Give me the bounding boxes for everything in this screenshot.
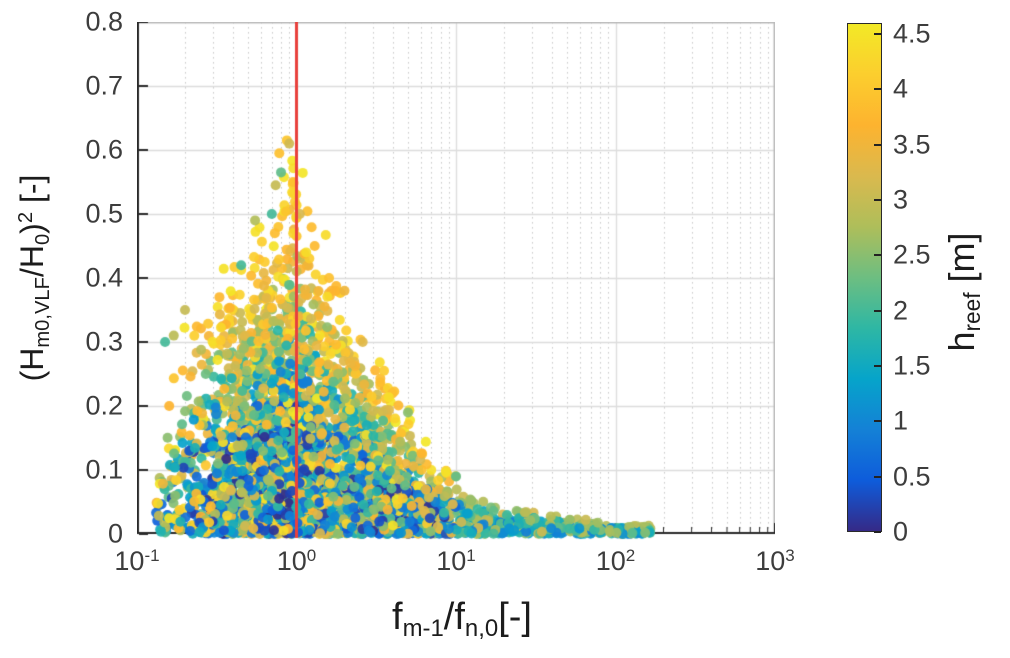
colorbar-tick-label: 0.5 <box>893 461 931 492</box>
x-axis-label: fm-1/fn,0[-] <box>392 596 532 642</box>
y-tick-label: 0 <box>107 518 123 549</box>
subscript: reef <box>959 292 986 332</box>
colorbar-tick-label: 1 <box>893 405 909 436</box>
colorbar-tick-mark <box>874 143 881 146</box>
subscript: m0,VLF <box>31 277 54 348</box>
superscript: -1 <box>144 545 160 565</box>
colorbar-tick-label: 2 <box>893 295 909 326</box>
colorbar-label: hreef [m] <box>941 232 986 352</box>
x-tick-label: 10-1 <box>114 545 160 576</box>
x-tick-label: 103 <box>755 545 795 576</box>
colorbar-tick-label: 1.5 <box>893 350 931 381</box>
colorbar-tick-mark <box>874 254 881 257</box>
colorbar-tick-mark <box>874 33 881 36</box>
colorbar-tick-mark <box>874 309 881 312</box>
superscript: 2 <box>14 211 37 224</box>
y-tick-label: 0.4 <box>85 262 123 293</box>
colorbar-tick-label: 4.5 <box>893 18 931 49</box>
y-axis-label: (Hm0,VLF/H0)2 [-] <box>14 174 54 382</box>
colorbar-tick-mark <box>874 420 881 423</box>
subscript: m-1 <box>402 614 444 642</box>
colorbar-tick-label: 2.5 <box>893 239 931 270</box>
colorbar-gradient <box>847 23 882 532</box>
colorbar-tick-mark <box>874 365 881 368</box>
y-tick-label: 0.6 <box>85 134 123 165</box>
superscript: 2 <box>625 545 636 565</box>
colorbar-tick-mark <box>874 531 881 533</box>
y-tick-label: 0.5 <box>85 198 123 229</box>
superscript: 3 <box>785 545 795 565</box>
superscript: 0 <box>306 545 317 565</box>
colorbar-tick-mark <box>874 475 881 478</box>
y-tick-label: 0.1 <box>85 454 123 485</box>
colorbar-tick-label: 3 <box>893 184 909 215</box>
y-tick-label: 0.3 <box>85 326 123 357</box>
colorbar-tick-mark <box>874 199 881 202</box>
superscript: 1 <box>466 545 476 565</box>
subscript: n,0 <box>464 614 499 642</box>
colorbar-tick-label: 0 <box>893 516 909 547</box>
colorbar-tick-label: 3.5 <box>893 129 931 160</box>
colorbar-tick-label: 4 <box>893 73 909 104</box>
subscript: 0 <box>31 233 54 246</box>
x-tick-label: 102 <box>595 545 636 576</box>
plot-area-canvas <box>137 22 775 544</box>
y-tick-label: 0.2 <box>85 390 123 421</box>
y-tick-label: 0.7 <box>85 70 123 101</box>
colorbar-tick-mark <box>874 88 881 91</box>
x-tick-label: 100 <box>276 545 317 576</box>
y-tick-label: 0.8 <box>85 6 123 37</box>
x-tick-label: 101 <box>436 545 476 576</box>
